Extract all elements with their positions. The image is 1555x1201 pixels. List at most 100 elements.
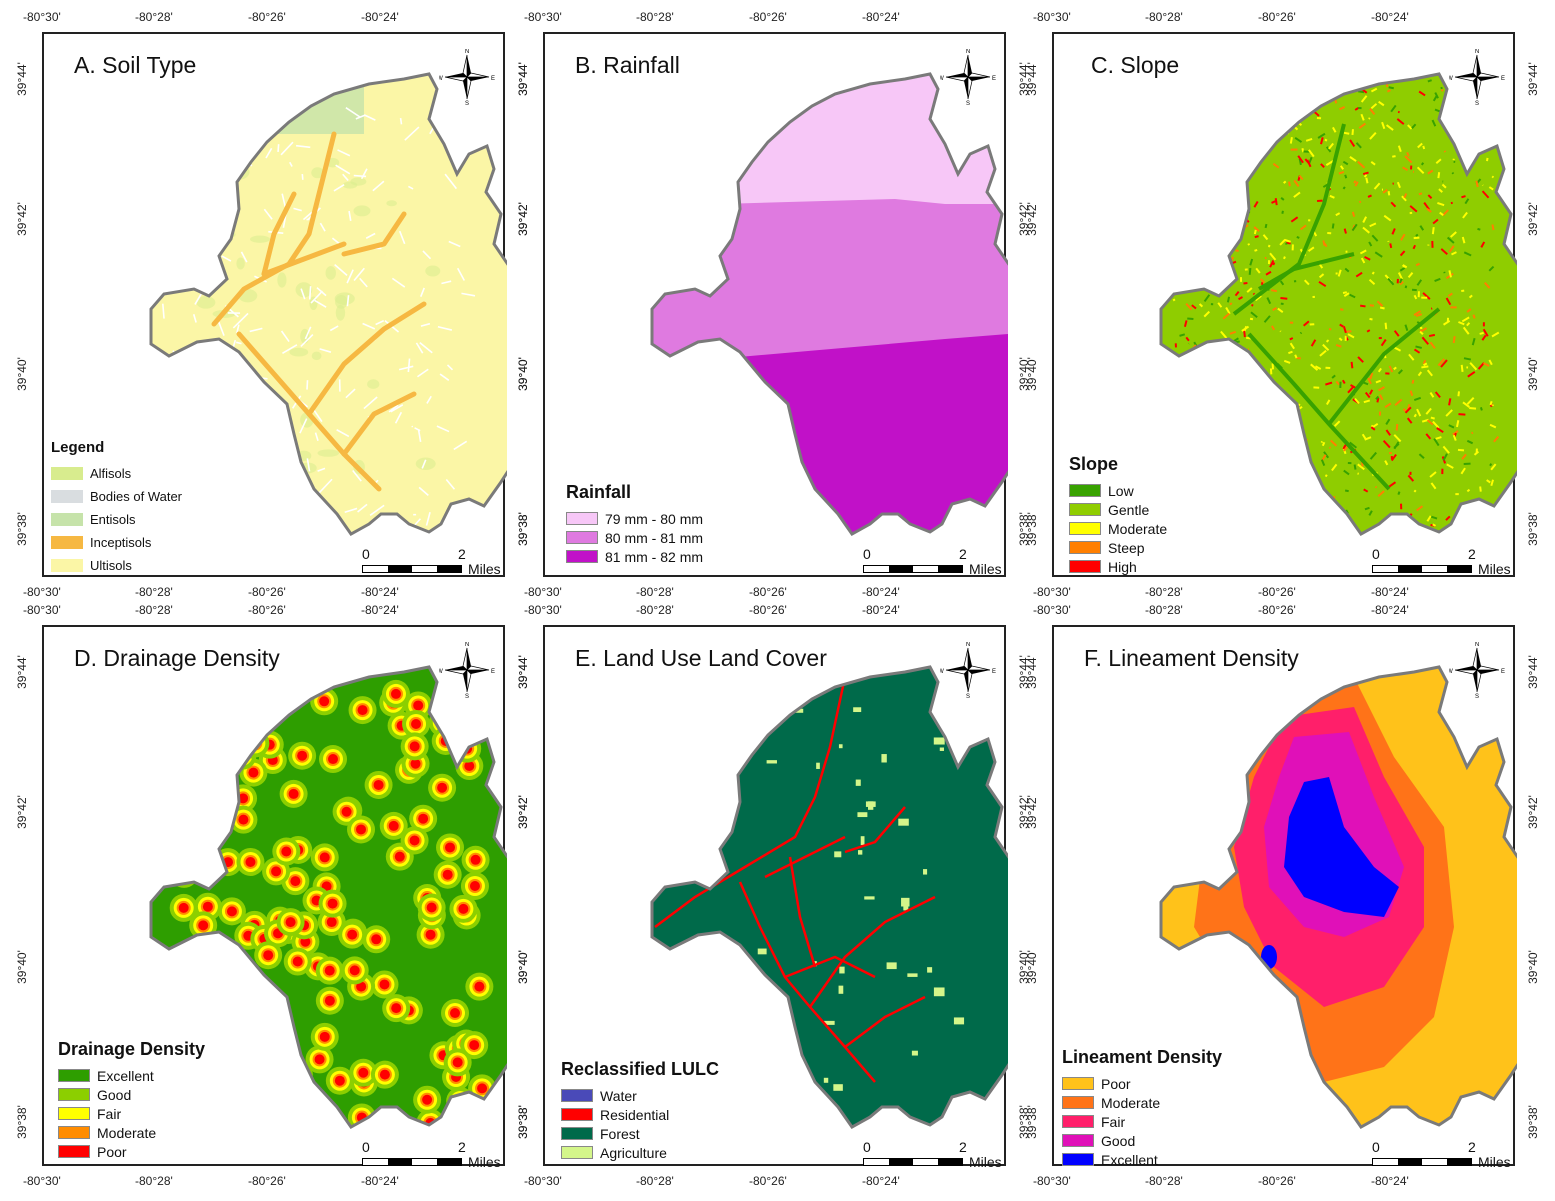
map-legend: Lineament Density Poor Moderate Fair Good Exc… <box>1062 1047 1222 1169</box>
lon-tick-label-top: -80°24' <box>862 603 900 617</box>
legend-title: Lineament Density <box>1062 1047 1223 1067</box>
lon-tick-label-top: -80°24' <box>1371 603 1409 617</box>
lon-tick-label-top: -80°28' <box>636 10 674 24</box>
legend-swatch <box>566 531 598 544</box>
compass-w-label: W <box>1449 669 1453 675</box>
panel-title: C. Slope <box>1091 52 1180 78</box>
lon-tick-label-bottom: -80°28' <box>135 585 173 599</box>
legend-label: Excellent <box>1101 1151 1158 1168</box>
scale-zero-label: 0 <box>863 546 871 562</box>
legend-item: Excellent <box>1062 1150 1222 1169</box>
map-legend: Legend Alfisols Bodies of Water Entisols Inc… <box>51 439 182 577</box>
legend-item: Low <box>1069 481 1167 500</box>
legend-label: 79 mm - 80 mm <box>605 510 704 527</box>
lat-tick-label-left: 39°42' <box>516 202 530 236</box>
lat-tick-label-left: 39°40' <box>15 357 29 391</box>
scale-units-label: Miles <box>969 1154 1002 1170</box>
lon-tick-label-top: -80°30' <box>524 603 562 617</box>
legend-swatch <box>561 1127 593 1140</box>
lon-tick-label-top: -80°26' <box>1258 603 1296 617</box>
scale-bar: 0 2 Miles <box>1372 1139 1522 1173</box>
north-arrow-icon: N S E W <box>1447 642 1505 700</box>
lon-tick-label-bottom: -80°28' <box>636 585 674 599</box>
basin-map <box>650 665 1008 1129</box>
lat-tick-label-left: 39°40' <box>15 950 29 984</box>
basin-map <box>650 72 1008 536</box>
legend-title: Slope <box>1069 454 1119 474</box>
scale-two-label: 2 <box>1468 546 1476 562</box>
legend-swatch <box>1062 1077 1094 1090</box>
legend-swatch <box>561 1146 593 1159</box>
legend-swatch <box>1062 1115 1094 1128</box>
legend-label: Residential <box>600 1106 670 1123</box>
legend-item: Moderate <box>58 1123 205 1142</box>
legend-swatch <box>51 536 83 549</box>
legend-swatch <box>51 513 83 526</box>
scale-units-label: Miles <box>1478 1154 1511 1170</box>
legend-label: Fair <box>1101 1113 1126 1130</box>
lon-tick-label-bottom: -80°26' <box>749 1174 787 1188</box>
panel-title: D. Drainage Density <box>74 645 280 671</box>
legend-item: Inceptisols <box>51 531 182 554</box>
lon-tick-label-top: -80°30' <box>23 603 61 617</box>
map-panel-d: D. Drainage Density N S E W Drainage Density E… <box>42 625 507 1170</box>
compass-e-label: E <box>992 669 996 675</box>
legend-item: Steep <box>1069 538 1167 557</box>
lat-tick-label-right: 39°44' <box>1526 62 1540 96</box>
legend-item: Bodies of Water <box>51 485 182 508</box>
lon-tick-label-top: -80°26' <box>749 10 787 24</box>
compass-e-label: E <box>1501 76 1505 82</box>
lat-tick-label-left: 39°44' <box>15 62 29 96</box>
lat-tick-label-right: 39°38' <box>1526 512 1540 546</box>
lat-tick-label-right: 39°40' <box>1526 357 1540 391</box>
lon-tick-label-top: -80°28' <box>1145 10 1183 24</box>
lon-tick-label-top: -80°26' <box>1258 10 1296 24</box>
scale-bar-segments <box>863 565 963 573</box>
legend-item: Fair <box>58 1104 205 1123</box>
compass-s-label: S <box>966 694 970 698</box>
legend-label: Bodies of Water <box>90 489 183 504</box>
lon-tick-label-bottom: -80°26' <box>1258 585 1296 599</box>
compass-w-label: W <box>940 669 944 675</box>
lon-tick-label-bottom: -80°28' <box>135 1174 173 1188</box>
compass-n-label: N <box>1475 49 1479 55</box>
lon-tick-label-top: -80°24' <box>862 10 900 24</box>
legend-label: Alfisols <box>90 466 132 481</box>
north-arrow-icon: N S E W <box>938 642 996 700</box>
scale-zero-label: 0 <box>1372 1139 1380 1155</box>
compass-s-label: S <box>966 101 970 105</box>
scale-bar-segments <box>362 565 462 573</box>
lat-tick-label-left: 39°38' <box>1025 1105 1039 1139</box>
scale-two-label: 2 <box>458 1139 466 1155</box>
north-arrow-icon: N S E W <box>938 49 996 107</box>
legend-item: 80 mm - 81 mm <box>566 528 703 547</box>
scale-bar: 0 2 Miles <box>863 1139 1013 1173</box>
legend-swatch <box>58 1069 90 1082</box>
scale-zero-label: 0 <box>362 546 370 562</box>
legend-swatch <box>1062 1096 1094 1109</box>
legend-item: Agriculture <box>561 1143 719 1162</box>
legend-item: High <box>1069 557 1167 576</box>
lat-tick-label-left: 39°38' <box>15 512 29 546</box>
lat-tick-label-left: 39°38' <box>516 1105 530 1139</box>
legend-item: 79 mm - 80 mm <box>566 509 703 528</box>
legend-item: Excellent <box>58 1066 205 1085</box>
scale-units-label: Miles <box>468 1154 501 1170</box>
legend-label: Fair <box>97 1105 122 1122</box>
legend-label: 81 mm - 82 mm <box>605 548 704 565</box>
compass-e-label: E <box>491 669 495 675</box>
legend-swatch <box>561 1089 593 1102</box>
scale-bar-segments <box>362 1158 462 1166</box>
legend-label: Good <box>97 1086 132 1103</box>
legend-item: Poor <box>1062 1074 1222 1093</box>
north-arrow-icon: N S E W <box>437 49 495 107</box>
compass-s-label: S <box>1475 101 1479 105</box>
lat-tick-label-left: 39°44' <box>1025 62 1039 96</box>
panel-title: A. Soil Type <box>74 52 197 78</box>
basin-map <box>1159 665 1517 1129</box>
lat-tick-label-left: 39°42' <box>15 795 29 829</box>
lon-tick-label-bottom: -80°26' <box>248 585 286 599</box>
legend-label: Inceptisols <box>90 535 152 550</box>
lat-tick-label-left: 39°40' <box>516 950 530 984</box>
compass-s-label: S <box>465 694 469 698</box>
